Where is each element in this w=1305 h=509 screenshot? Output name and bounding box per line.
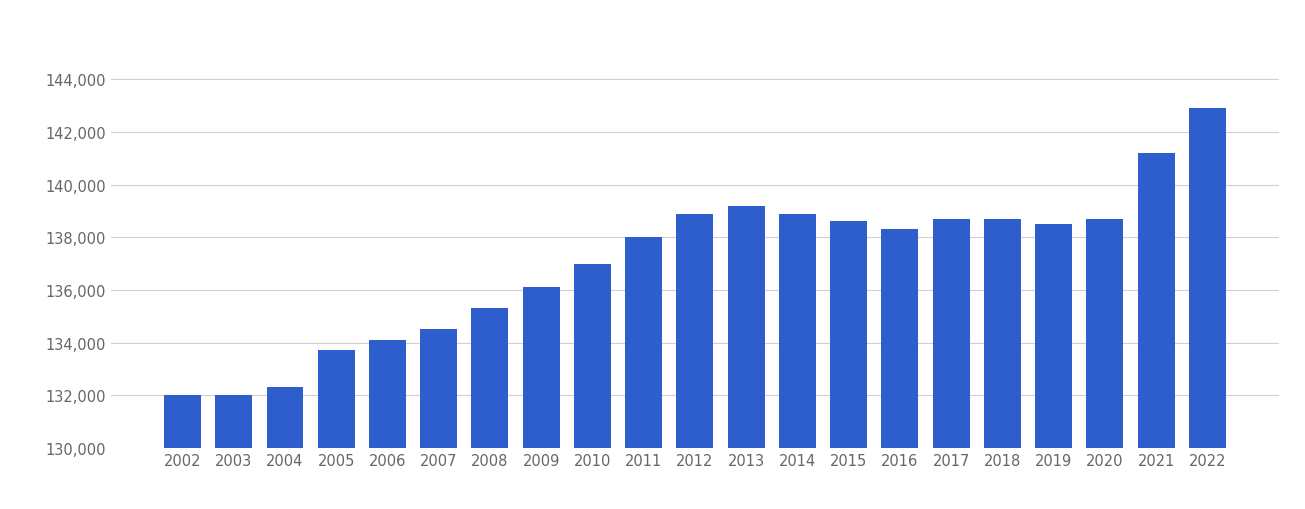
Bar [164,395,201,448]
Bar [523,288,560,448]
Bar [420,330,457,448]
Bar [215,395,252,448]
Bar [933,219,970,448]
Bar [471,308,509,448]
Bar [1035,224,1073,448]
Bar [1189,109,1225,448]
Bar [625,238,662,448]
Bar [266,387,303,448]
Bar [881,230,919,448]
Bar [830,222,867,448]
Bar [676,214,714,448]
Bar [984,219,1021,448]
Bar [1138,154,1174,448]
Bar [779,214,816,448]
Bar [574,264,611,448]
Bar [317,351,355,448]
Bar [1087,219,1124,448]
Bar [728,206,765,448]
Bar [369,340,406,448]
